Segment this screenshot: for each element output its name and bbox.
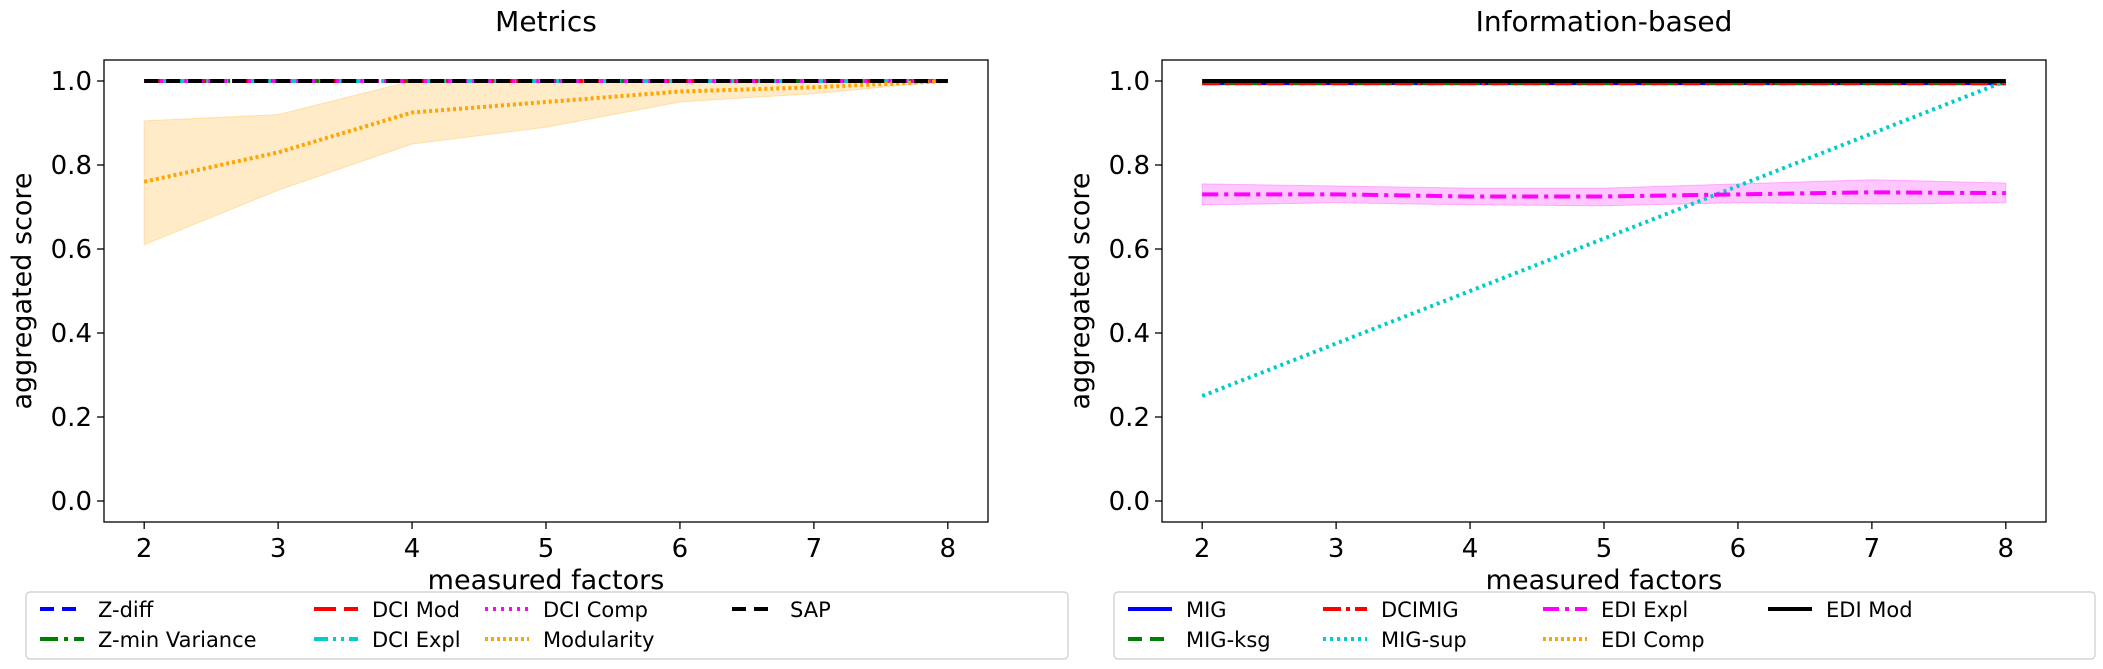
y-tick-label: 0.0	[1109, 487, 1150, 517]
legend-item-edi-mod: EDI Mod	[1768, 598, 1913, 622]
series-line-modularity	[143, 79, 948, 184]
legend-label: Modularity	[543, 628, 654, 652]
series-line-edi-expl	[1202, 190, 2006, 199]
legend-item-dci-expl: DCI Expl	[314, 628, 461, 652]
x-tick-label: 5	[1596, 534, 1613, 564]
x-tick-label: 2	[1194, 534, 1211, 564]
y-tick-label: 0.2	[51, 403, 92, 433]
y-tick-label: 0.0	[51, 487, 92, 517]
legend-item-sap: SAP	[732, 598, 831, 622]
legend-label: Z-diff	[98, 598, 154, 622]
legend-label: MIG-ksg	[1186, 628, 1271, 652]
legend-item-dci-mod: DCI Mod	[314, 598, 460, 622]
legend-box	[25, 591, 1069, 660]
legend-item-modularity: Modularity	[485, 628, 654, 652]
x-tick-label: 7	[1864, 534, 1881, 564]
legend-label: EDI Expl	[1601, 598, 1688, 622]
y-tick-label: 0.4	[51, 319, 92, 349]
y-tick-label: 1.0	[1109, 67, 1150, 97]
metrics-chart-panel: Metrics 2 3 4 5 6 7 8 0.0 0.2 0.4 0.6 0.8 1.0 measu…	[7, 5, 1069, 660]
x-tick-label: 7	[806, 534, 823, 564]
plot-frame	[1161, 59, 2047, 523]
x-tick-label: 6	[672, 534, 689, 564]
band-edi-expl	[1201, 179, 2007, 207]
legend-label: MIG-sup	[1381, 628, 1467, 652]
legend-label: EDI Comp	[1601, 628, 1705, 652]
legend-label: DCI Mod	[372, 598, 460, 622]
legend-label: DCIMIG	[1381, 598, 1459, 622]
y-tick-label: 0.4	[1109, 319, 1150, 349]
x-tick-label: 2	[136, 534, 153, 564]
y-tick-label: 0.2	[1109, 403, 1150, 433]
y-tick-label: 1.0	[51, 67, 92, 97]
legend-item-mig: MIG	[1128, 598, 1227, 622]
chart-title: Information-based	[1476, 5, 1733, 38]
x-tick-label: 4	[404, 534, 421, 564]
y-axis-label: aggregated score	[7, 172, 38, 409]
legend-item-mig-ksg: MIG-ksg	[1128, 628, 1271, 652]
band-modularity	[143, 80, 948, 246]
legend-item-dcimig: DCIMIG	[1323, 598, 1459, 622]
legend-item-edi-comp: EDI Comp	[1543, 628, 1705, 652]
series-line-mig-sup	[1201, 79, 2007, 398]
x-tick-label: 3	[1328, 534, 1345, 564]
legend-item-mig-sup: MIG-sup	[1323, 628, 1467, 652]
y-tick-label: 0.8	[51, 151, 92, 181]
legend-label: MIG	[1186, 598, 1227, 622]
x-tick-label: 3	[270, 534, 287, 564]
legend-label: DCI Expl	[372, 628, 461, 652]
chart-title: Metrics	[495, 5, 597, 38]
legend-label: EDI Mod	[1826, 598, 1913, 622]
legend-label: Z-min Variance	[98, 628, 257, 652]
x-tick-label: 5	[538, 534, 555, 564]
information-based-chart-panel: Information-based 2 3 4 5 6 7 8 0.0 0.2 0.4 0.6 0.…	[1065, 5, 2096, 660]
y-tick-label: 0.6	[1109, 235, 1150, 265]
y-tick-label: 0.8	[1109, 151, 1150, 181]
y-axis-label: aggregated score	[1065, 172, 1096, 409]
y-tick-label: 0.6	[51, 235, 92, 265]
legend-item-edi-expl: EDI Expl	[1543, 598, 1688, 622]
x-axis-label: measured factors	[1486, 565, 1723, 596]
legend-item-dci-comp: DCI Comp	[485, 598, 648, 622]
x-tick-label: 6	[1730, 534, 1747, 564]
x-tick-label: 4	[1462, 534, 1479, 564]
x-axis-label: measured factors	[428, 565, 665, 596]
legend-label: DCI Comp	[543, 598, 648, 622]
x-tick-label: 8	[1998, 534, 2015, 564]
legend-label: SAP	[790, 598, 831, 622]
legend-item-z-min-variance: Z-min Variance	[40, 628, 257, 652]
x-tick-label: 8	[940, 534, 957, 564]
legend-item-z-diff: Z-diff	[40, 598, 154, 622]
